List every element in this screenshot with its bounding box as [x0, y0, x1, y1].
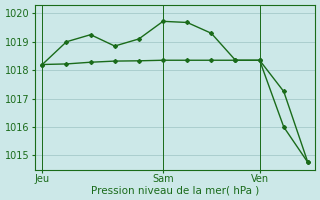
X-axis label: Pression niveau de la mer( hPa ): Pression niveau de la mer( hPa )	[91, 185, 259, 195]
